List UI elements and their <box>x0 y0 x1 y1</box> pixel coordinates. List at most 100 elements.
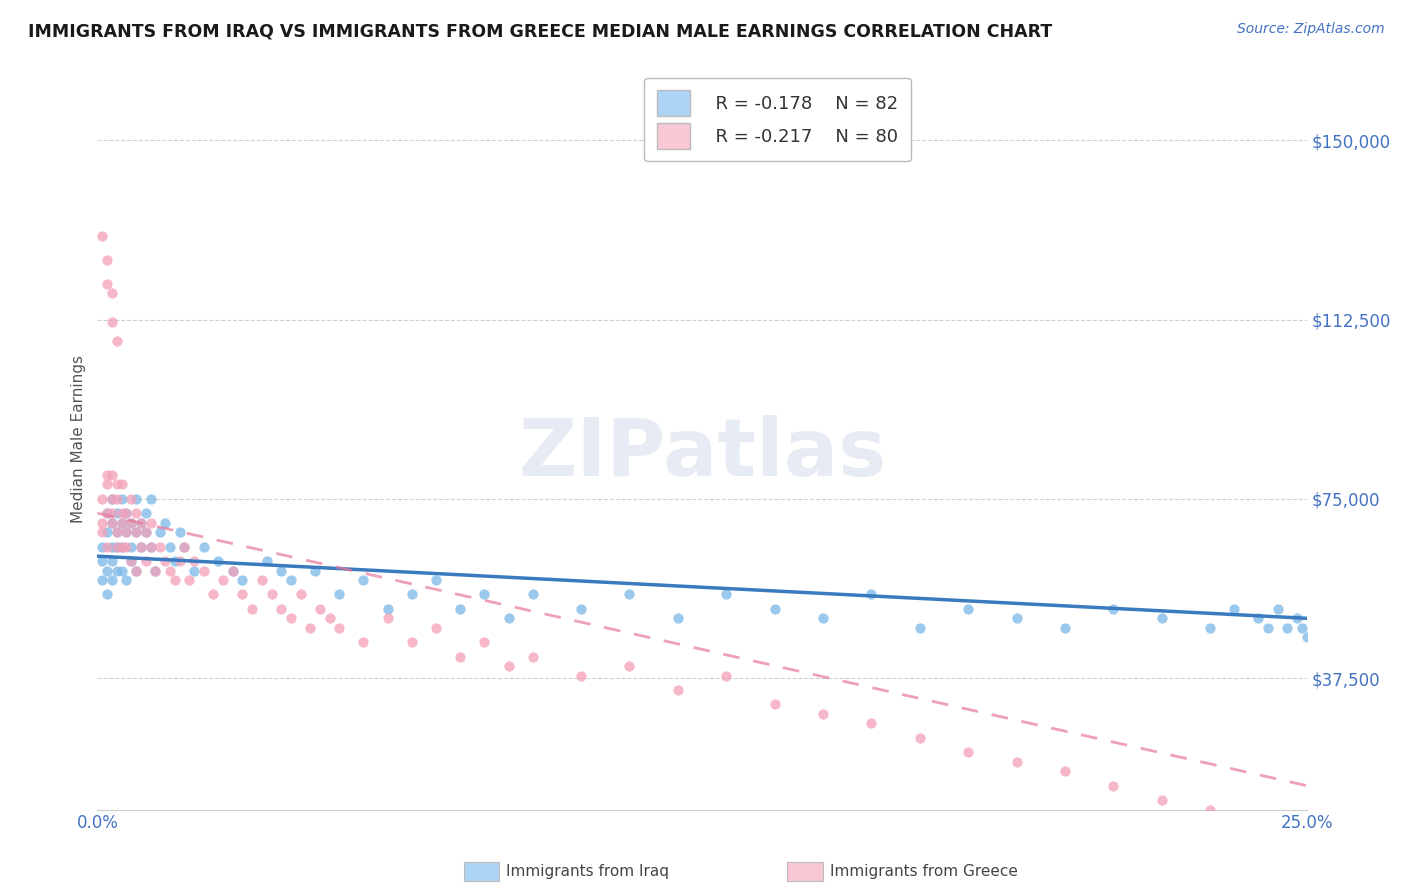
Point <box>125 491 148 506</box>
Point <box>619 659 641 673</box>
Point <box>125 525 148 540</box>
Point <box>202 587 225 601</box>
Point <box>129 540 152 554</box>
Point <box>231 587 253 601</box>
Point <box>153 516 176 530</box>
Point <box>125 506 148 520</box>
Point <box>101 286 124 301</box>
Point <box>811 611 834 625</box>
Point <box>139 540 162 554</box>
Point <box>401 635 423 649</box>
Point <box>129 540 152 554</box>
Point <box>105 540 128 554</box>
Point <box>120 540 142 554</box>
Point <box>163 573 186 587</box>
Point <box>222 564 245 578</box>
Point <box>110 516 132 530</box>
Point <box>115 506 138 520</box>
Text: ZIPatlas: ZIPatlas <box>517 415 886 493</box>
Point <box>96 564 118 578</box>
Point <box>183 554 205 568</box>
Point <box>135 525 157 540</box>
Point <box>91 573 114 587</box>
Point <box>498 611 520 625</box>
Point <box>1223 601 1246 615</box>
Point <box>110 540 132 554</box>
Text: Immigrants from Iraq: Immigrants from Iraq <box>506 864 669 879</box>
Point <box>169 554 191 568</box>
Point <box>153 554 176 568</box>
Point <box>522 649 544 664</box>
Point <box>96 477 118 491</box>
Point <box>105 334 128 348</box>
Point <box>91 491 114 506</box>
Point <box>169 525 191 540</box>
Point <box>377 601 399 615</box>
Point <box>159 564 181 578</box>
Point <box>129 516 152 530</box>
Point <box>115 525 138 540</box>
Point <box>352 573 374 587</box>
Point <box>222 564 245 578</box>
Point <box>256 554 278 568</box>
Point <box>149 540 172 554</box>
Point <box>145 564 167 578</box>
Point <box>183 564 205 578</box>
Point <box>811 706 834 721</box>
Point <box>1102 779 1125 793</box>
Point <box>125 525 148 540</box>
Legend:   R = -0.178    N = 82,   R = -0.217    N = 80: R = -0.178 N = 82, R = -0.217 N = 80 <box>644 78 911 161</box>
Point <box>115 506 138 520</box>
Point <box>1247 611 1270 625</box>
Point <box>472 587 495 601</box>
Point <box>860 587 883 601</box>
Point <box>498 659 520 673</box>
Point <box>250 573 273 587</box>
Point <box>125 564 148 578</box>
Point <box>1150 793 1173 807</box>
Point <box>1267 601 1289 615</box>
Point <box>449 601 471 615</box>
Point <box>96 587 118 601</box>
Point <box>91 228 114 243</box>
Point <box>110 477 132 491</box>
Point <box>139 491 162 506</box>
Point <box>1286 611 1309 625</box>
Point <box>149 525 172 540</box>
Point <box>173 540 195 554</box>
Point <box>1005 611 1028 625</box>
Point <box>91 525 114 540</box>
Point <box>110 564 132 578</box>
Point <box>425 621 447 635</box>
Point <box>139 540 162 554</box>
Point <box>449 649 471 664</box>
Point <box>280 573 302 587</box>
Point <box>193 564 215 578</box>
Point <box>105 506 128 520</box>
Point <box>328 587 350 601</box>
Point <box>352 635 374 649</box>
Point <box>101 467 124 482</box>
Point <box>1053 621 1076 635</box>
Point <box>159 540 181 554</box>
Point <box>666 611 689 625</box>
Point <box>91 554 114 568</box>
Point <box>260 587 283 601</box>
Point <box>1199 803 1222 817</box>
Point <box>120 554 142 568</box>
Point <box>105 477 128 491</box>
Point <box>619 587 641 601</box>
Point <box>240 601 263 615</box>
Point <box>101 554 124 568</box>
Point <box>120 516 142 530</box>
Point <box>96 506 118 520</box>
Point <box>120 554 142 568</box>
Point <box>101 516 124 530</box>
Point <box>96 277 118 291</box>
Point <box>401 587 423 601</box>
Point <box>1053 764 1076 779</box>
Point <box>280 611 302 625</box>
Point <box>179 573 201 587</box>
Point <box>125 564 148 578</box>
Point <box>96 525 118 540</box>
